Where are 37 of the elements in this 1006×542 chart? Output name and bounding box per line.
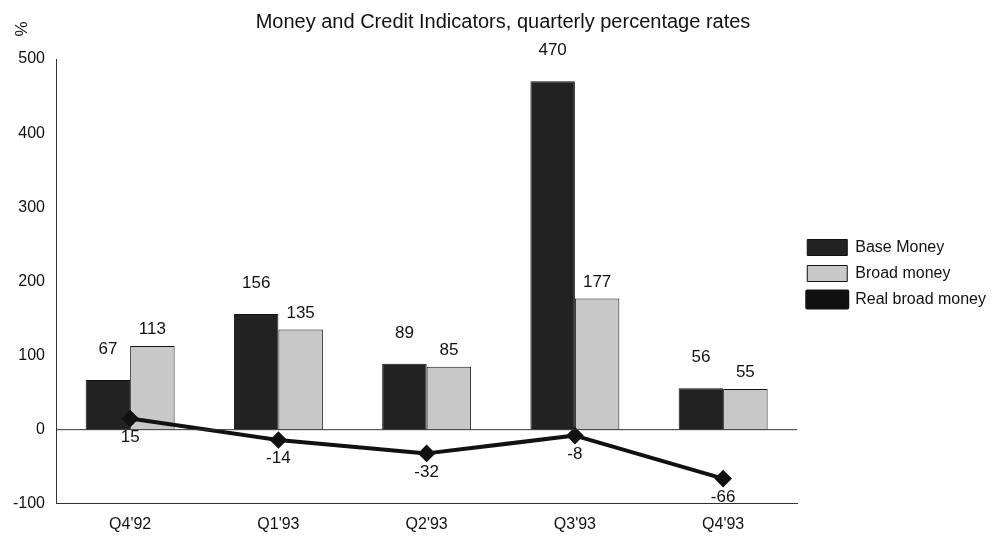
y-tick-label: 0 bbox=[36, 420, 46, 438]
x-tick-label: Q1'93 bbox=[257, 514, 300, 532]
data-label: -14 bbox=[266, 448, 291, 468]
point bbox=[566, 427, 583, 444]
data-label: 135 bbox=[286, 302, 315, 322]
point bbox=[122, 410, 139, 427]
data-label: 89 bbox=[394, 322, 414, 342]
data-label: 113 bbox=[138, 319, 166, 339]
point bbox=[715, 470, 732, 487]
data-label: 55 bbox=[735, 362, 755, 382]
x-tick-label: Q3'93 bbox=[553, 514, 597, 532]
x-tick-label: Q4'92 bbox=[109, 514, 152, 532]
data-label: 470 bbox=[538, 40, 567, 60]
y-axis-title: % bbox=[11, 21, 31, 37]
y-tick-label: -100 bbox=[12, 494, 46, 512]
data-label: 15 bbox=[120, 426, 140, 446]
data-label: 177 bbox=[582, 271, 612, 291]
point bbox=[270, 432, 287, 449]
y-tick-label: 400 bbox=[18, 123, 46, 141]
x-tick-label: Q4'93 bbox=[702, 514, 745, 532]
y-tick-label: 100 bbox=[18, 345, 46, 363]
data-label: -8 bbox=[567, 443, 583, 463]
y-tick-label: 300 bbox=[18, 197, 46, 215]
point bbox=[418, 445, 435, 462]
data-label: 67 bbox=[98, 339, 118, 359]
legend-label: Broad money bbox=[855, 263, 951, 281]
data-label: 156 bbox=[241, 273, 271, 293]
data-label: 56 bbox=[691, 347, 711, 367]
data-label: 85 bbox=[439, 339, 459, 359]
y-tick-label: 500 bbox=[18, 49, 46, 67]
data-label: -66 bbox=[710, 486, 736, 506]
y-tick-label: 200 bbox=[18, 271, 46, 289]
x-tick-label: Q2'93 bbox=[405, 514, 448, 532]
data-label: -32 bbox=[414, 461, 439, 481]
legend-label: Real broad money bbox=[855, 289, 987, 307]
legend-label: Base Money bbox=[855, 237, 945, 255]
chart-title: Money and Credit Indicators, quarterly percentage rates bbox=[255, 9, 751, 32]
